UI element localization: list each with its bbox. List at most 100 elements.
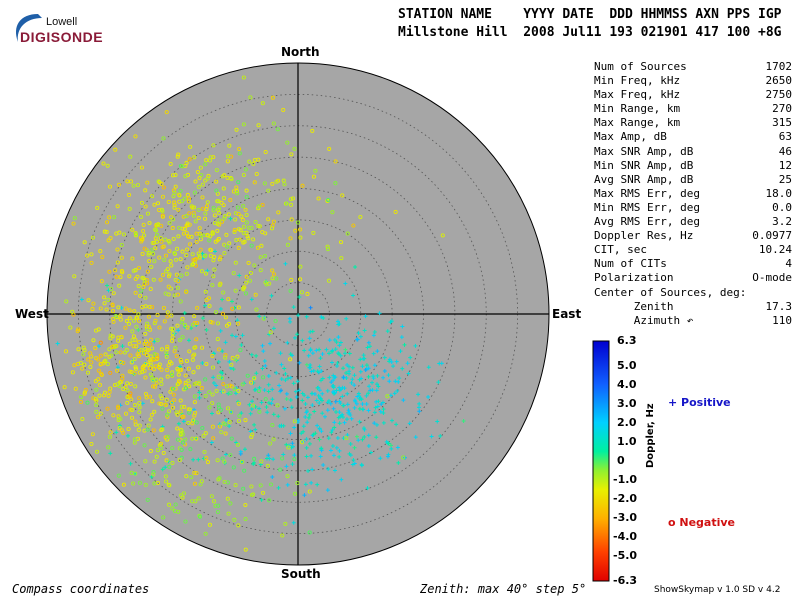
positive-source-point — [310, 329, 315, 334]
positive-source-point — [318, 454, 323, 459]
colorbar-tick: -4.0 — [613, 530, 638, 544]
negative-source-point — [173, 345, 178, 350]
negative-source-point — [121, 482, 126, 487]
negative-source-point — [158, 277, 163, 282]
skymap-plot — [46, 62, 550, 566]
negative-source-point — [161, 515, 166, 520]
negative-source-point — [172, 398, 177, 403]
negative-source-point — [110, 302, 115, 307]
negative-source-point — [275, 127, 280, 132]
negative-source-point — [212, 254, 217, 260]
negative-source-point — [191, 213, 197, 218]
colorbar-tick: 4.0 — [617, 377, 637, 391]
negative-source-point — [130, 407, 135, 413]
negative-source-point — [225, 159, 230, 164]
negative-source-point — [216, 503, 221, 508]
negative-source-point — [234, 185, 239, 190]
negative-source-point — [101, 161, 106, 166]
positive-source-point — [407, 421, 412, 426]
negative-source-point — [183, 174, 188, 179]
negative-source-point — [167, 483, 172, 488]
negative-source-point — [172, 293, 177, 298]
negative-source-point — [136, 283, 141, 289]
positive-source-point — [238, 449, 243, 454]
positive-source-point — [395, 388, 400, 393]
positive-source-point — [310, 391, 315, 396]
negative-source-point — [185, 192, 190, 198]
negative-source-point — [104, 220, 110, 225]
negative-source-point — [262, 181, 267, 186]
positive-source-point — [324, 347, 329, 352]
negative-source-point — [223, 431, 228, 436]
positive-source-point — [327, 338, 332, 343]
negative-source-point — [220, 376, 225, 381]
positive-source-point — [242, 447, 247, 452]
positive-source-point — [182, 311, 187, 316]
positive-source-point — [360, 402, 365, 407]
legend-negative: o Negative — [668, 516, 736, 529]
negative-source-point — [235, 205, 240, 210]
negative-source-point — [201, 233, 206, 238]
positive-source-point — [375, 404, 380, 409]
negative-source-point — [136, 354, 141, 359]
positive-source-point — [406, 371, 411, 376]
negative-source-point — [169, 400, 174, 405]
positive-source-point — [305, 395, 310, 400]
negative-source-point — [216, 477, 221, 482]
negative-source-point — [135, 183, 141, 188]
negative-source-point — [90, 235, 95, 240]
negative-source-point — [170, 506, 175, 511]
negative-source-point — [144, 324, 149, 329]
stat-value: O-mode — [752, 271, 792, 285]
negative-source-point — [179, 320, 184, 325]
negative-source-point — [113, 314, 118, 319]
stat-value: 12 — [778, 158, 792, 172]
positive-source-point — [366, 366, 371, 371]
positive-source-point — [214, 383, 219, 388]
positive-source-point — [365, 345, 370, 350]
negative-source-point — [170, 446, 175, 451]
negative-source-point — [217, 206, 222, 211]
negative-source-point — [310, 128, 315, 133]
footer-zenith-info: Zenith: max 40° step 5° — [420, 582, 587, 596]
negative-source-point — [196, 365, 201, 370]
negative-source-point — [110, 309, 116, 314]
negative-source-point — [127, 369, 132, 374]
negative-source-point — [307, 489, 312, 494]
positive-source-point — [343, 281, 348, 286]
negative-source-point — [140, 251, 145, 256]
negative-source-point — [192, 481, 198, 486]
negative-source-point — [187, 384, 192, 389]
negative-source-point — [182, 404, 187, 409]
stat-label: Center of Sources, deg: — [594, 285, 747, 299]
negative-source-point — [193, 256, 198, 262]
positive-source-point — [227, 359, 232, 364]
stat-label: Avg SNR Amp, dB — [594, 172, 694, 186]
negative-source-point — [145, 497, 150, 502]
negative-source-point — [159, 428, 164, 433]
negative-source-point — [155, 338, 160, 343]
negative-source-point — [197, 514, 203, 519]
negative-source-point — [229, 177, 234, 182]
negative-source-point — [129, 415, 135, 420]
negative-source-point — [192, 314, 197, 319]
negative-source-point — [98, 411, 103, 416]
negative-source-point — [141, 229, 146, 234]
negative-source-point — [141, 284, 146, 290]
positive-source-point — [322, 414, 327, 419]
negative-source-point — [128, 154, 133, 159]
negative-source-point — [103, 352, 108, 357]
negative-source-point — [115, 368, 120, 373]
stat-row: Doppler Res, Hz 0.0977 — [594, 229, 792, 243]
negative-source-point — [240, 217, 245, 223]
negative-source-point — [263, 280, 268, 285]
positive-source-point — [234, 440, 239, 445]
positive-source-point — [302, 493, 307, 498]
negative-source-point — [267, 498, 272, 503]
negative-source-point — [173, 172, 178, 178]
negative-source-point — [167, 221, 172, 226]
negative-source-point — [203, 162, 208, 167]
negative-source-point — [196, 251, 201, 256]
negative-source-point — [142, 443, 147, 448]
negative-source-point — [247, 159, 252, 164]
